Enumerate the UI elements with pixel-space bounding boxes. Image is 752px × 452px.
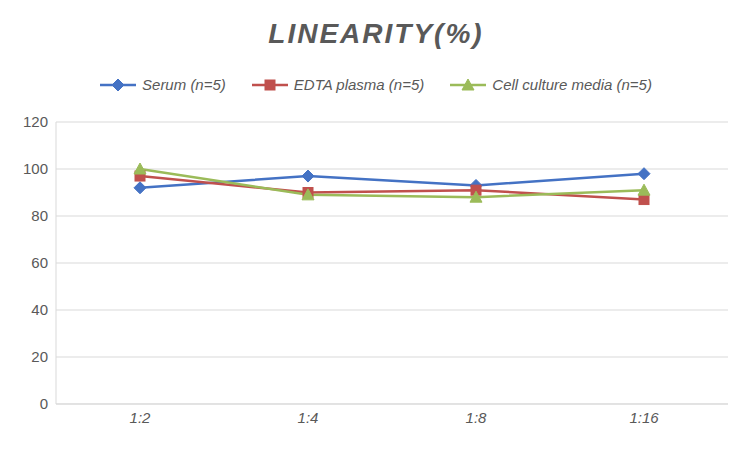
html-text:LINEARITY(%): LINEARITY(%) [268,18,484,49]
html-text:Serum (n=5): Serum (n=5) [142,76,226,93]
html-text:Cell culture media (n=5): Cell culture media (n=5) [492,76,652,93]
svg-text:40: 40 [31,301,48,318]
svg-text:120: 120 [23,113,48,130]
svg-text:100: 100 [23,160,48,177]
html-text:EDTA plasma (n=5): EDTA plasma (n=5) [293,76,425,93]
svg-text:20: 20 [31,348,48,365]
svg-text:1:8: 1:8 [466,409,488,426]
svg-text:1:16: 1:16 [629,409,659,426]
svg-text:0: 0 [40,395,48,412]
svg-text:80: 80 [31,207,48,224]
svg-text:60: 60 [31,254,48,271]
svg-text:1:4: 1:4 [298,409,319,426]
svg-text:1:2: 1:2 [130,409,152,426]
